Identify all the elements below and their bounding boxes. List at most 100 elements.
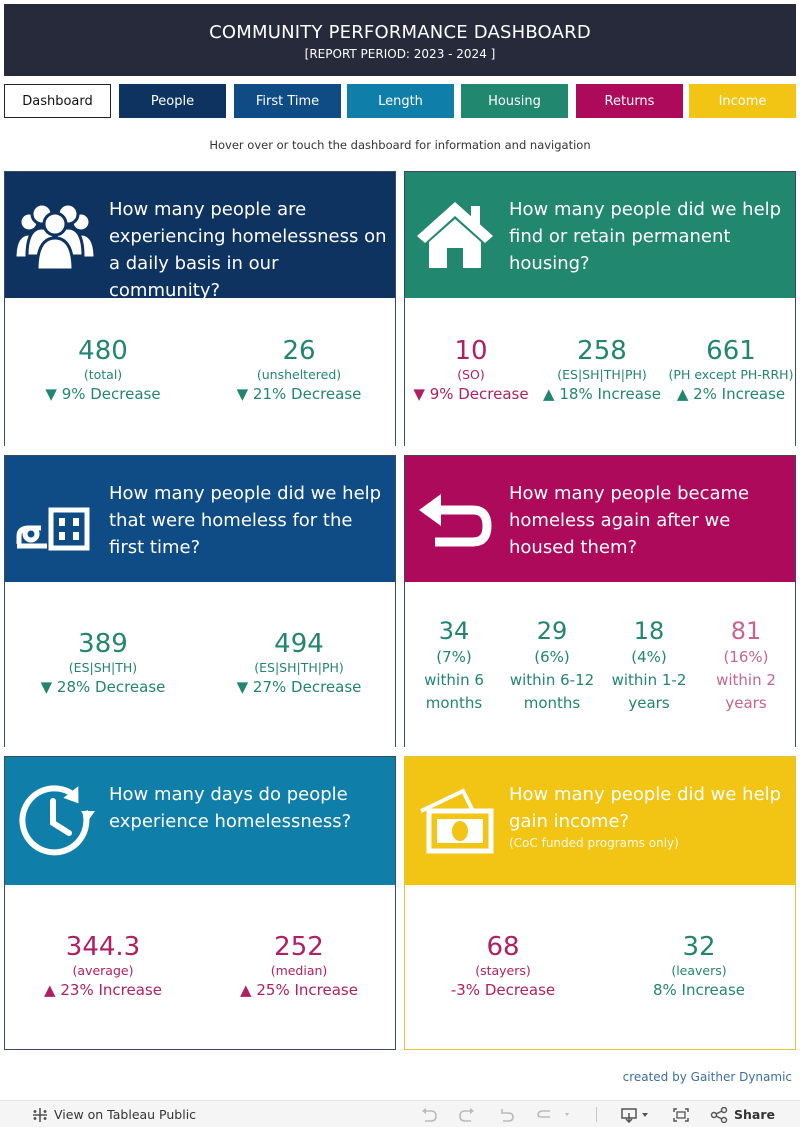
housing-question: How many people did we help find or reta… [509,199,782,274]
metric-label: (average) [72,963,134,978]
housing-panel-header: How many people did we help find or reta… [405,172,795,298]
metric-label: years [628,694,670,712]
people-panel-header: How many people are experiencing homeles… [5,172,395,301]
metric-value: 480 [78,336,128,366]
metric-label: (ES|SH|TH|PH) [254,660,344,675]
fullscreen-icon[interactable] [672,1101,690,1127]
refresh-dropdown-icon[interactable] [535,1101,573,1127]
metric-value: 494 [274,629,324,659]
metric-change: ▲ 2% Increase [676,385,786,403]
metric-label: (stayers) [475,963,531,978]
length-panel-header: How many days do people experience homel… [5,757,395,885]
first-time-question: How many people did we help that were ho… [109,483,382,558]
income-question: How many people did we help gain income?… [509,781,787,851]
income-panel-header: How many people did we help gain income?… [405,757,795,885]
length-average-metric: 344.3 (average) ▲ 23% Increase [5,932,201,1000]
metric-label: within 6 [424,671,484,689]
nav-dashboard-button[interactable]: Dashboard [4,84,111,118]
first-time-panel-header: How many people did we help that were ho… [5,456,395,582]
report-period: [REPORT PERIOD: 2023 - 2024 ] [304,47,496,61]
people-panel-body: 480 (total) ▼ 9% Decrease 26 (unsheltere… [5,298,395,446]
metric-percent: (4%) [631,648,667,666]
metric-value: 18 [633,617,665,645]
people-unsheltered-metric: 26 (unsheltered) ▼ 21% Decrease [201,336,397,404]
metric-value: 389 [78,629,128,659]
first-time-panel[interactable]: How many people did we help that were ho… [4,455,396,747]
metric-value: 252 [274,932,324,962]
length-panel[interactable]: How many days do people experience homel… [4,756,396,1050]
returns-panel[interactable]: How many people became homeless again af… [404,455,796,747]
returns-question: How many people became homeless again af… [509,483,750,558]
length-median-metric: 252 (median) ▲ 25% Increase [201,932,397,1000]
creator-credit-link[interactable]: created by Gaither Dynamic [622,1070,792,1084]
income-panel[interactable]: How many people did we help gain income?… [404,756,796,1050]
returns-panel-body: 34 (7%) within 6 months 29 (6%) within 6… [405,582,795,747]
metric-value: 81 [730,617,762,645]
tableau-toolbar: View on Tableau Public Share [0,1100,800,1127]
metric-value: 34 [438,617,470,645]
metric-change: ▼ 21% Decrease [236,385,362,403]
length-question: How many days do people experience homel… [109,784,352,832]
people-group-icon [13,196,97,274]
view-on-tableau-label: View on Tableau Public [54,1107,197,1122]
metric-percent: (16%) [723,648,769,666]
metric-percent: (7%) [436,648,472,666]
metric-label: (median) [270,963,328,978]
metric-value: 29 [536,617,568,645]
nav-income-button[interactable]: Income [689,84,796,118]
people-total-metric: 480 (total) ▼ 9% Decrease [5,336,201,404]
share-button[interactable]: Share [710,1101,775,1127]
housing-ph-metric: 661 (PH except PH-RRH) ▲ 2% Increase [667,336,795,404]
share-icon [710,1106,728,1123]
nav-housing-button[interactable]: Housing [461,84,568,118]
first-time-es-sh-th-metric: 389 (ES|SH|TH) ▼ 28% Decrease [5,629,201,697]
first-time-panel-body: 389 (ES|SH|TH) ▼ 28% Decrease 494 (ES|SH… [5,582,395,747]
metric-value: 661 [706,336,756,366]
income-question-text: How many people did we help gain income? [509,784,782,832]
metric-label: months [425,694,483,712]
metric-value: 32 [682,932,716,962]
metric-change: ▲ 25% Increase [240,981,358,999]
people-panel[interactable]: How many people are experiencing homeles… [4,171,396,446]
nav-returns-button[interactable]: Returns [576,84,683,118]
redo-icon[interactable] [458,1101,476,1127]
people-question: How many people are experiencing homeles… [109,199,387,301]
metric-value: 26 [282,336,316,366]
revert-icon[interactable] [498,1101,516,1127]
metric-label: months [523,694,581,712]
metric-label: years [725,694,767,712]
metric-change: 8% Increase [652,981,746,999]
returns-6-12-months-metric: 29 (6%) within 6-12 months [503,616,601,715]
returns-2-years-metric: 81 (16%) within 2 years [697,616,795,715]
housing-panel[interactable]: How many people did we help find or reta… [404,171,796,446]
income-leavers-metric: 32 (leavers) 8% Increase [601,932,797,1000]
returns-panel-header: How many people became homeless again af… [405,456,795,582]
clock-icon [15,781,95,859]
metric-label: (ES|SH|TH|PH) [557,367,647,382]
metric-change: ▼ 9% Decrease [413,385,529,403]
nav-length-button[interactable]: Length [347,84,454,118]
metric-label: (unsheltered) [256,367,342,382]
view-on-tableau-button[interactable]: View on Tableau Public [32,1101,196,1127]
metric-change: ▼ 28% Decrease [40,678,166,696]
metric-value: 258 [577,336,627,366]
undo-icon[interactable] [420,1101,438,1127]
metric-change: ▼ 9% Decrease [45,385,161,403]
nav-first-time-button[interactable]: First Time [234,84,341,118]
dashboard-header: COMMUNITY PERFORMANCE DASHBOARD [REPORT … [4,4,796,76]
income-stayers-metric: 68 (stayers) -3% Decrease [405,932,601,1000]
nav-people-button[interactable]: People [119,84,226,118]
metric-percent: (6%) [534,648,570,666]
tableau-logo-icon [33,1107,47,1122]
metric-value: 344.3 [65,932,141,962]
house-icon [415,196,495,274]
returns-6-months-metric: 34 (7%) within 6 months [405,616,503,715]
toolbar-divider [596,1107,597,1122]
first-time-es-sh-th-ph-metric: 494 (ES|SH|TH|PH) ▼ 27% Decrease [201,629,397,697]
download-dropdown-icon[interactable] [620,1101,652,1127]
nav-bar: Dashboard People First Time Length Housi… [4,84,796,118]
metric-change: ▼ 27% Decrease [236,678,362,696]
return-arrow-icon [415,480,495,558]
metric-label: (PH except PH-RRH) [668,367,794,382]
returns-1-2-years-metric: 18 (4%) within 1-2 years [601,616,697,715]
